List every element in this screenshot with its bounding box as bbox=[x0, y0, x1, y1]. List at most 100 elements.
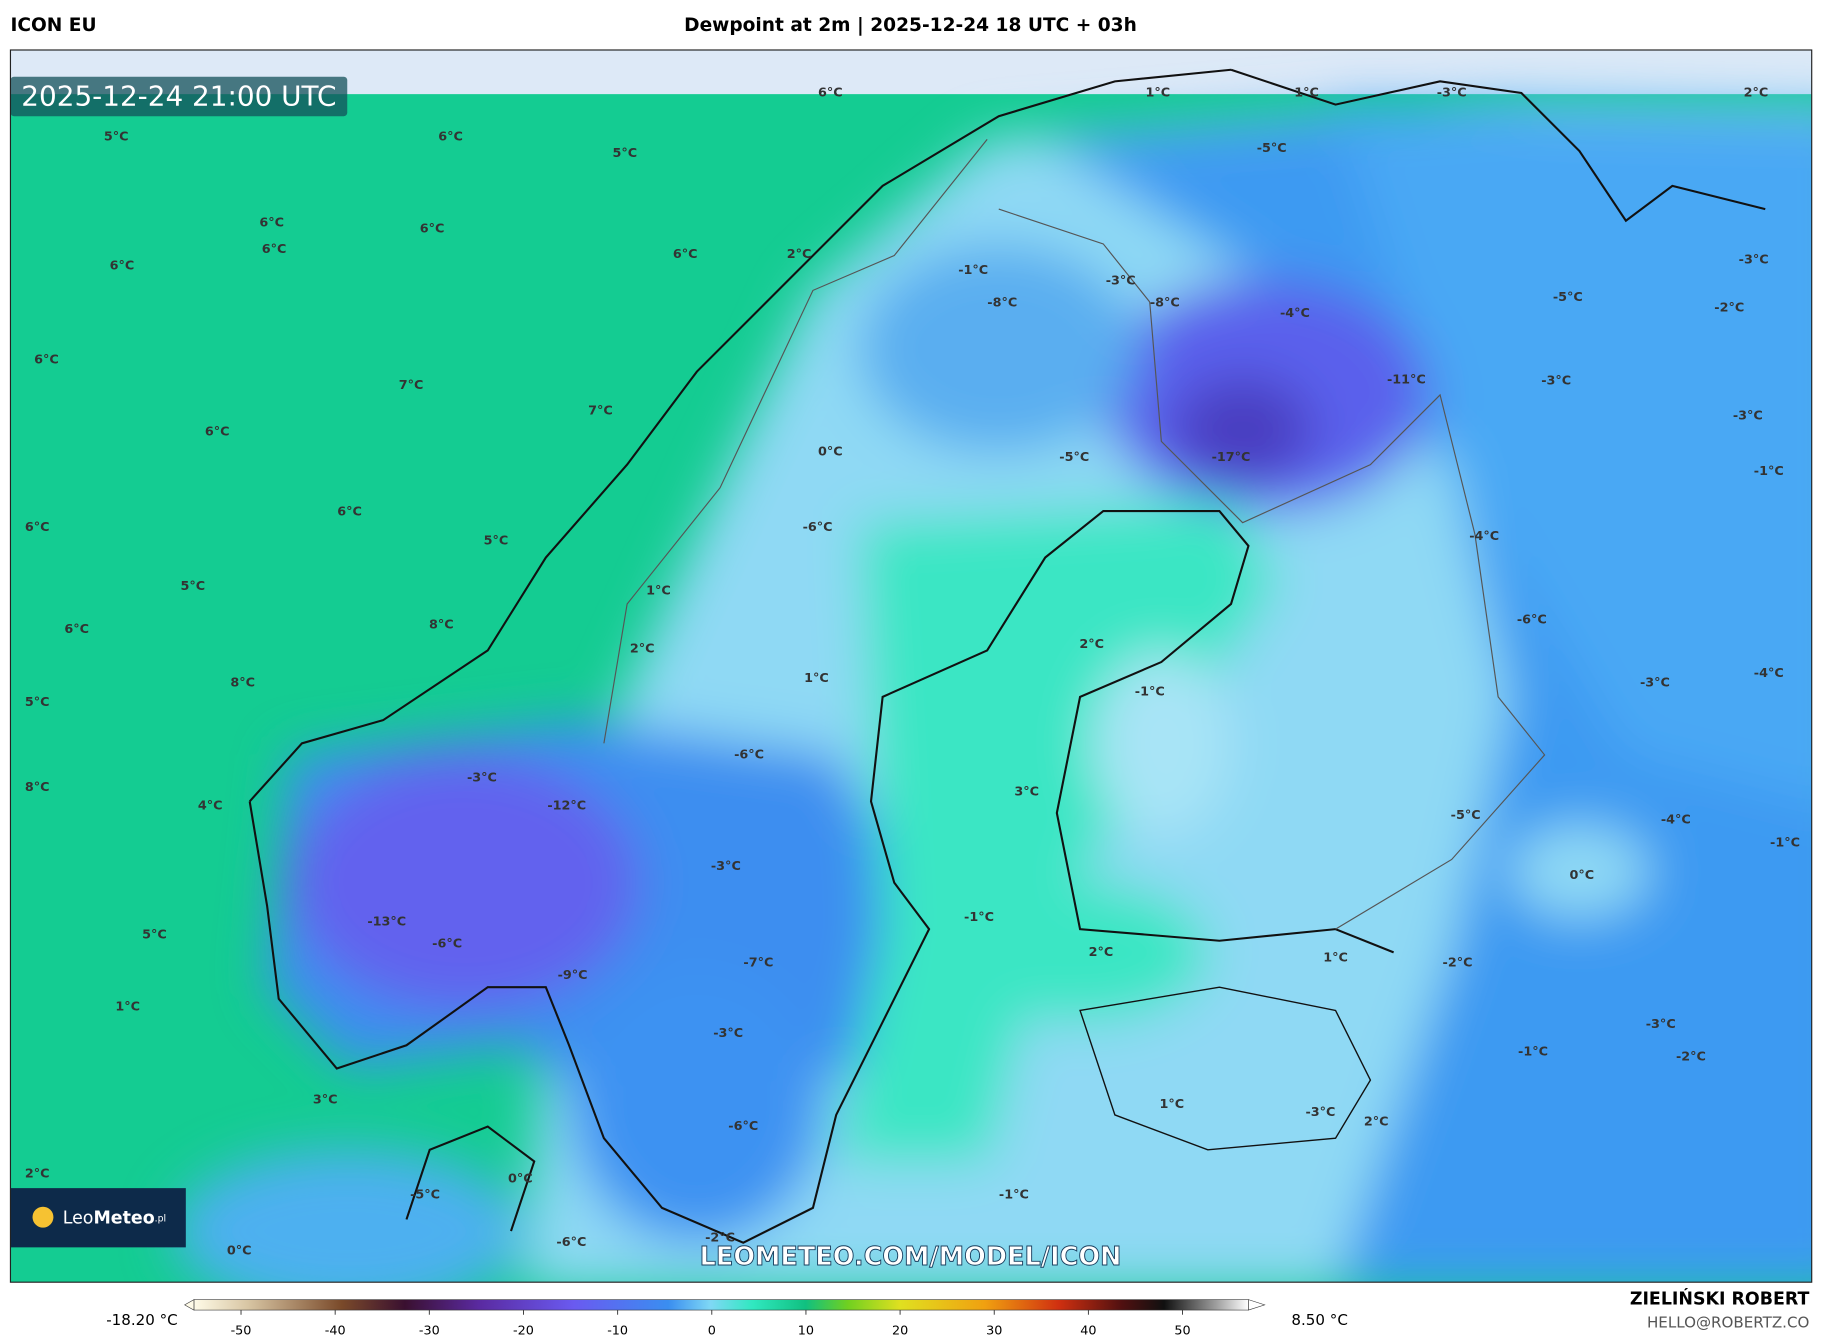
temperature-label: -1°C bbox=[1135, 685, 1165, 700]
colorbar-ramp bbox=[193, 1299, 1249, 1311]
temperature-label: -6°C bbox=[803, 520, 833, 535]
temperature-label: 6°C bbox=[25, 520, 50, 535]
temperature-label: -9°C bbox=[558, 968, 588, 983]
temperature-label: -8°C bbox=[987, 296, 1017, 311]
timestamp-box bbox=[10, 76, 348, 117]
temperature-label: 7°C bbox=[399, 378, 424, 393]
temperature-label: -6°C bbox=[432, 937, 462, 952]
model-name: ICON EU bbox=[10, 15, 96, 36]
temperature-label: 5°C bbox=[484, 534, 509, 549]
temperature-label: -1°C bbox=[964, 910, 994, 925]
temperature-label: -7°C bbox=[743, 955, 773, 970]
temperature-label: -4°C bbox=[1754, 666, 1784, 681]
temperature-label: 5°C bbox=[142, 927, 167, 942]
temperature-label: -4°C bbox=[1280, 306, 1310, 321]
temperature-label: -3°C bbox=[713, 1026, 743, 1041]
temperature-label: 1°C bbox=[646, 584, 671, 599]
temperature-label: 1°C bbox=[115, 999, 140, 1014]
temperature-labels: 6°C 1°C 1°C -3°C 2°C 5°C 6°C 5°C -5°C 6°C 6°C 6°C 6°… bbox=[25, 85, 1800, 1258]
temperature-label: 6°C bbox=[818, 85, 843, 100]
temperature-label: -3°C bbox=[1541, 373, 1571, 388]
temperature-label: 6°C bbox=[259, 216, 284, 231]
logo-suffix: .pl bbox=[155, 1213, 166, 1224]
logo-bold: Meteo bbox=[93, 1208, 154, 1228]
coastlines bbox=[248, 68, 1766, 1244]
temperature-label: -3°C bbox=[1733, 408, 1763, 423]
temperature-label: 8°C bbox=[25, 780, 50, 795]
borders bbox=[603, 139, 1546, 930]
colorbar-tick-label: 0 bbox=[708, 1323, 716, 1338]
temperature-label: 6°C bbox=[110, 259, 135, 274]
contact: HELLO@ROBERTZ.CO bbox=[1647, 1313, 1810, 1331]
temperature-label: 0°C bbox=[1569, 868, 1594, 883]
temperature-label: 3°C bbox=[313, 1092, 338, 1107]
temperature-label: 1°C bbox=[804, 671, 829, 686]
map-title: Dewpoint at 2m | 2025-12-24 18 UTC + 03h bbox=[684, 15, 1137, 36]
temperature-label: 5°C bbox=[25, 695, 50, 710]
colorbar-arrow-right bbox=[1248, 1299, 1266, 1311]
temperature-label: 5°C bbox=[180, 579, 205, 594]
colorbar-tick-label: 20 bbox=[892, 1323, 908, 1338]
temperature-label: 1°C bbox=[1294, 85, 1319, 100]
temperature-label: -2°C bbox=[1714, 300, 1744, 315]
colorbar-arrow-left bbox=[184, 1299, 195, 1311]
temperature-label: -3°C bbox=[711, 859, 741, 874]
map-area: 6°C 1°C 1°C -3°C 2°C 5°C 6°C 5°C -5°C 6°C 6°C 6°C 6°… bbox=[10, 49, 1812, 1283]
temperature-label: 6°C bbox=[438, 130, 463, 145]
temperature-label: -3°C bbox=[467, 771, 497, 786]
temperature-label: 1°C bbox=[1159, 1097, 1184, 1112]
temperature-label: 1°C bbox=[1323, 951, 1348, 966]
temperature-label: -3°C bbox=[1640, 675, 1670, 690]
temperature-label: -1°C bbox=[1770, 836, 1800, 851]
temperature-label: 1°C bbox=[1146, 85, 1171, 100]
temperature-label: 6°C bbox=[337, 505, 362, 520]
colorbar-tick-label: -50 bbox=[231, 1323, 252, 1338]
temperature-label: 8°C bbox=[429, 617, 454, 632]
temperature-label: -6°C bbox=[556, 1235, 586, 1250]
colorbar-tick-label: -30 bbox=[419, 1323, 440, 1338]
colorbar-tick-label: 40 bbox=[1080, 1323, 1096, 1338]
temperature-label: 6°C bbox=[420, 221, 445, 236]
temperature-label: -5°C bbox=[1553, 290, 1583, 305]
colorbar-max: 8.50 °C bbox=[1291, 1311, 1347, 1329]
temperature-label: -3°C bbox=[1305, 1105, 1335, 1120]
temperature-label: -11°C bbox=[1387, 372, 1426, 387]
temperature-label: 6°C bbox=[205, 425, 230, 440]
temperature-label: -6°C bbox=[734, 747, 764, 762]
colorbar-tick-label: -40 bbox=[325, 1323, 346, 1338]
temperature-label: -3°C bbox=[1739, 253, 1769, 268]
colorbar-tick-label: -10 bbox=[607, 1323, 628, 1338]
temperature-label: 4°C bbox=[198, 799, 223, 814]
colorbar-tick-label: 50 bbox=[1174, 1323, 1190, 1338]
temperature-label: -4°C bbox=[1661, 812, 1691, 827]
temperature-label: -5°C bbox=[1257, 141, 1287, 156]
temperature-label: -6°C bbox=[728, 1119, 758, 1134]
temperature-label: -5°C bbox=[1059, 450, 1089, 465]
temperature-label: 2°C bbox=[1089, 945, 1114, 960]
temperature-label: -1°C bbox=[1518, 1045, 1548, 1060]
logo-sun bbox=[32, 1206, 54, 1228]
temperature-label: -1°C bbox=[958, 263, 988, 278]
temperature-label: -6°C bbox=[1517, 613, 1547, 628]
colorbar-tick-label: 30 bbox=[986, 1323, 1002, 1338]
timestamp: 2025-12-24 21:00 UTC bbox=[21, 80, 336, 113]
field bbox=[174, 98, 1812, 1283]
temperature-label: -2°C bbox=[1676, 1049, 1706, 1064]
colorbar-tick-label: -20 bbox=[513, 1323, 534, 1338]
temperature-label: 3°C bbox=[1014, 785, 1039, 800]
temperature-label: -3°C bbox=[1106, 274, 1136, 289]
temperature-label: 0°C bbox=[227, 1243, 252, 1258]
temperature-label: 0°C bbox=[508, 1171, 533, 1186]
temperature-label: -1°C bbox=[999, 1188, 1029, 1203]
temperature-label: 0°C bbox=[818, 444, 843, 459]
temperature-label: -4°C bbox=[1469, 529, 1499, 544]
temperature-label: 2°C bbox=[1079, 637, 1104, 652]
temperature-label: 2°C bbox=[1364, 1114, 1389, 1129]
temperature-label: -2°C bbox=[705, 1231, 735, 1246]
map-frame bbox=[9, 49, 1813, 1283]
temperature-label: 2°C bbox=[787, 247, 812, 262]
temperature-label: -8°C bbox=[1150, 296, 1180, 311]
temperature-label: 6°C bbox=[64, 622, 89, 637]
